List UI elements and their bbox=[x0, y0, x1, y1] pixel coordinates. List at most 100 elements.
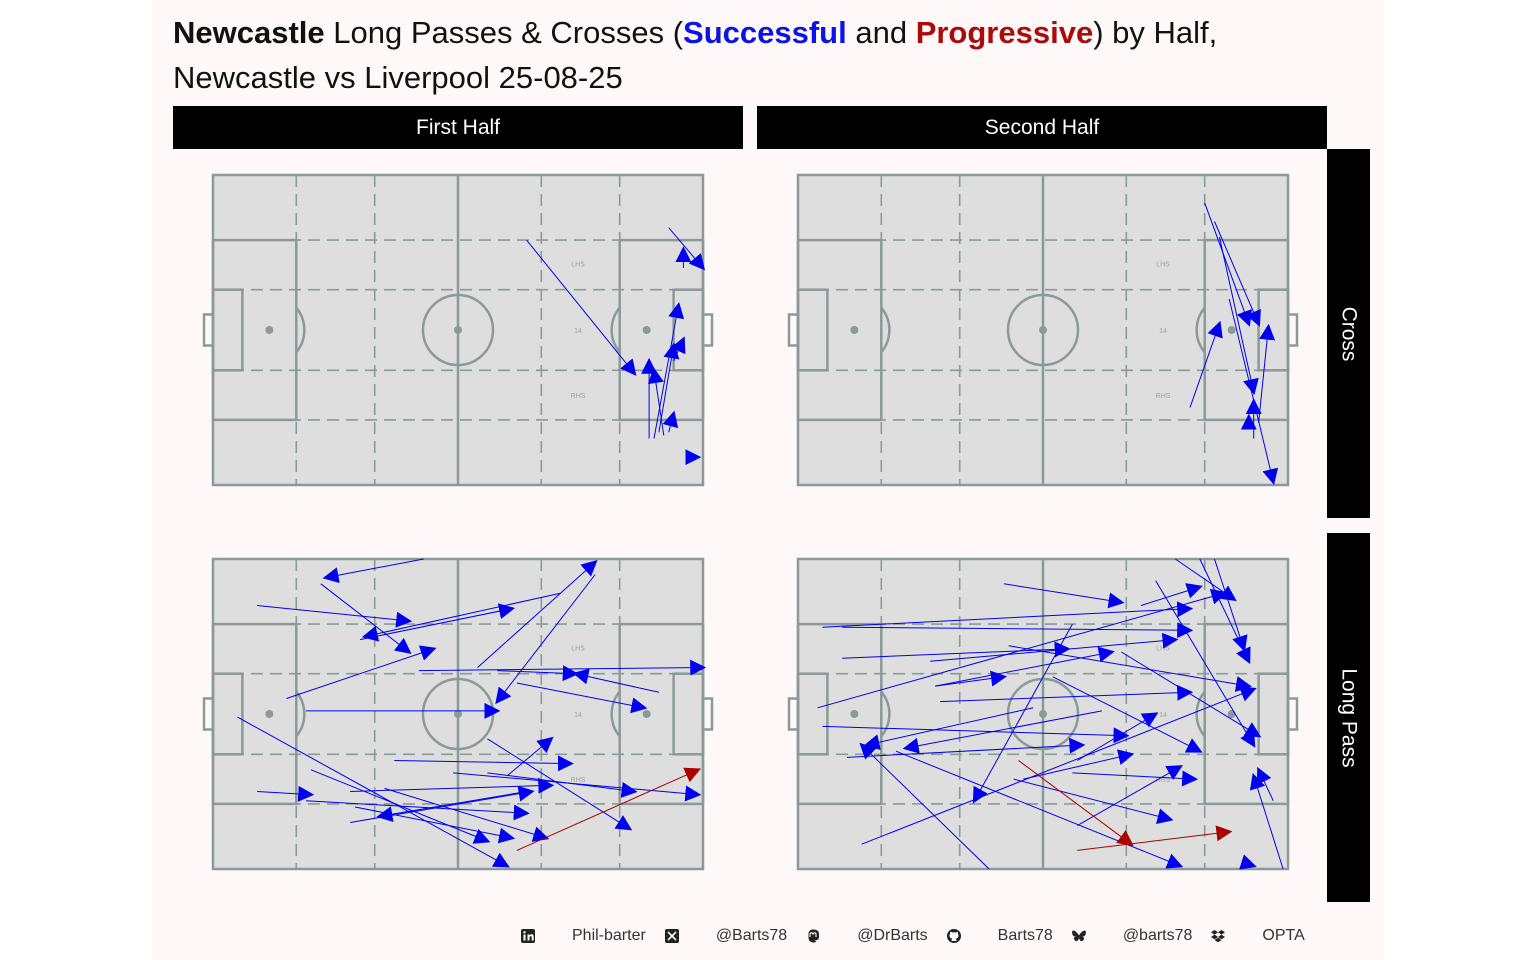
successful-pass-arrow bbox=[320, 583, 412, 654]
penalty-arc-left bbox=[880, 690, 891, 738]
centre-spot bbox=[1039, 326, 1047, 334]
penalty-arc-right bbox=[1195, 690, 1206, 738]
successful-pass-arrow bbox=[1189, 320, 1223, 408]
footer-text: @Barts78 bbox=[715, 927, 788, 944]
successful-pass-arrow bbox=[1214, 558, 1248, 652]
successful-pass-arrow bbox=[1003, 583, 1125, 609]
pitch-second-half-cross: LHS 14 RHS bbox=[787, 173, 1299, 487]
zone-label-rhs: RHS bbox=[571, 393, 586, 400]
successful-pass-arrow bbox=[572, 668, 660, 693]
successful-pass-arrow bbox=[846, 737, 1086, 758]
progressive-pass-arrow bbox=[1077, 825, 1233, 851]
progressive-pass-arrow bbox=[516, 767, 702, 851]
pitch-second-half-long-pass: LHS 14 RHS bbox=[787, 557, 1299, 871]
successful-pass-arrow bbox=[662, 410, 679, 433]
successful-pass-arrow bbox=[972, 623, 1073, 804]
github-icon bbox=[946, 928, 962, 944]
footer-text: @DrBarts bbox=[857, 927, 928, 944]
successful-pass-arrow bbox=[863, 707, 1034, 751]
successful-pass-arrow bbox=[670, 336, 686, 362]
penalty-arc-right bbox=[610, 306, 621, 354]
facet-label-cross: Cross bbox=[1337, 306, 1361, 361]
penalty-spot-left bbox=[265, 326, 274, 334]
footer-text: Barts78 bbox=[997, 927, 1053, 944]
successful-pass-arrow bbox=[647, 367, 665, 436]
successful-pass-arrow bbox=[1008, 645, 1252, 692]
penalty-spot-right bbox=[642, 326, 651, 334]
penalty-spot-left bbox=[850, 326, 859, 334]
successful-pass-arrow bbox=[526, 239, 637, 376]
title-and: and bbox=[846, 15, 916, 50]
successful-pass-arrow bbox=[1239, 854, 1257, 870]
facet-label-second-half: Second Half bbox=[984, 115, 1100, 139]
footer-text: OPTA bbox=[1262, 927, 1305, 944]
successful-pass-arrow bbox=[1214, 221, 1261, 327]
successful-pass-arrow bbox=[453, 772, 702, 802]
zone-label-centre: 14 bbox=[574, 712, 582, 719]
bluesky-icon bbox=[1071, 928, 1087, 944]
successful-pass-arrow bbox=[495, 574, 596, 705]
chart-title: Newcastle Long Passes & Crosses (Success… bbox=[173, 10, 1333, 100]
zone-label-centre: 14 bbox=[1159, 712, 1167, 719]
successful-pass-arrow bbox=[384, 787, 550, 842]
title-part1: Long Passes & Crosses ( bbox=[324, 15, 684, 50]
successful-pass-arrow bbox=[1256, 766, 1274, 802]
mastodon-icon bbox=[805, 928, 821, 944]
successful-pass-arrow bbox=[286, 645, 437, 699]
penalty-arc-left bbox=[880, 306, 891, 354]
facet-strip-cross: Cross bbox=[1327, 149, 1370, 518]
successful-pass-arrow bbox=[506, 736, 554, 777]
penalty-spot-left bbox=[850, 710, 859, 718]
successful-pass-arrow bbox=[930, 632, 1179, 662]
successful-pass-arrow bbox=[1013, 778, 1174, 824]
successful-pass-arrow bbox=[1228, 298, 1279, 486]
facet-strip-second-half: Second Half bbox=[757, 106, 1327, 149]
zone-label-centre: 14 bbox=[574, 328, 582, 335]
successful-pass-arrow bbox=[1218, 236, 1259, 396]
successful-pass-arrow bbox=[817, 588, 1228, 709]
penalty-arc-right bbox=[610, 690, 621, 738]
title-line2: Newcastle vs Liverpool 25-08-25 bbox=[173, 60, 623, 95]
pitch-first-half-long-pass: LHS 14 RHS bbox=[202, 557, 714, 871]
successful-pass-arrow bbox=[842, 622, 1194, 639]
facet-label-long-pass: Long Pass bbox=[1337, 667, 1361, 768]
successful-pass-arrow bbox=[1140, 583, 1203, 606]
centre-circle bbox=[1006, 293, 1080, 367]
successful-pass-arrow bbox=[822, 725, 1130, 744]
zone-label-rhs: RHS bbox=[1156, 393, 1171, 400]
centre-circle bbox=[421, 293, 495, 367]
successful-pass-arrow bbox=[842, 641, 1071, 659]
successful-pass-arrow bbox=[487, 738, 633, 831]
successful-pass-arrow bbox=[935, 670, 1007, 687]
zone-label-centre: 14 bbox=[1159, 328, 1167, 335]
successful-pass-arrow bbox=[859, 742, 990, 870]
successful-pass-arrow bbox=[1175, 558, 1237, 602]
successful-pass-arrow bbox=[1121, 651, 1262, 738]
successful-pass-arrow bbox=[1249, 772, 1284, 870]
successful-pass-arrow bbox=[861, 686, 1257, 845]
dropbox-icon bbox=[1210, 928, 1226, 944]
zone-label-lhs: LHS bbox=[1156, 261, 1170, 268]
penalty-arc-left bbox=[295, 306, 306, 354]
penalty-spot-right bbox=[642, 710, 651, 718]
zone-label-rhs: RHS bbox=[1156, 777, 1171, 784]
successful-pass-arrow bbox=[394, 755, 574, 772]
goal-right bbox=[701, 697, 714, 731]
footer-credits: Phil-barter @Barts78 @DrBarts Barts78 @barts… bbox=[520, 924, 1323, 948]
successful-pass-arrow bbox=[418, 659, 707, 676]
facet-label-first-half: First Half bbox=[416, 115, 500, 139]
centre-spot bbox=[454, 326, 462, 334]
successful-pass-arrow bbox=[257, 785, 315, 802]
successful-pass-arrow bbox=[497, 665, 579, 682]
successful-pass-arrow bbox=[310, 769, 491, 844]
centre-circle bbox=[1006, 677, 1080, 751]
successful-pass-arrow bbox=[1204, 202, 1252, 327]
footer-text: @barts78 bbox=[1122, 927, 1193, 944]
successful-pass-arrow bbox=[1023, 749, 1135, 780]
goal-right bbox=[1286, 697, 1299, 731]
penalty-arc-left bbox=[295, 690, 306, 738]
goal-right bbox=[1286, 313, 1299, 347]
centre-spot bbox=[454, 710, 462, 718]
zone-label-lhs: LHS bbox=[571, 261, 585, 268]
zone-label-lhs: LHS bbox=[571, 645, 585, 652]
